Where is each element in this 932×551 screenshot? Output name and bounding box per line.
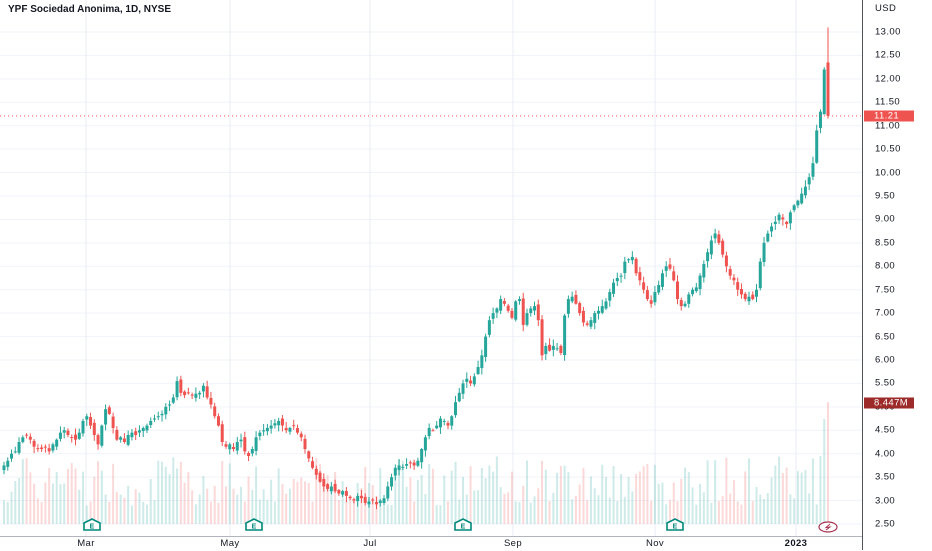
price-axis[interactable]: USD 13.00 12.50 12.00 11.50 11.00 10.50 10.00 9… — [862, 0, 932, 550]
price-tick: 8.50 — [875, 237, 896, 249]
svg-text:E: E — [90, 524, 95, 531]
price-tick: 7.50 — [875, 284, 896, 296]
symbol-title: YPF Sociedad Anonima, 1D, NYSE — [8, 4, 171, 15]
price-tick: 12.00 — [875, 73, 901, 85]
price-tick: 6.00 — [875, 354, 896, 366]
price-tick: 4.50 — [875, 424, 896, 436]
price-tick: 11.00 — [875, 120, 901, 132]
time-axis[interactable]: Mar May Jul Sep Nov 2023 — [0, 536, 862, 551]
earnings-marker[interactable]: E — [666, 518, 684, 531]
price-tick: 12.50 — [875, 49, 901, 61]
time-tick: Sep — [503, 538, 523, 549]
svg-text:E: E — [252, 524, 257, 531]
currency-label: USD — [875, 3, 897, 14]
time-tick: Nov — [645, 538, 665, 549]
price-tick: 13.00 — [875, 26, 901, 38]
price-tick: 9.50 — [875, 190, 896, 202]
last-price-badge: 11.21 — [864, 110, 914, 122]
price-tick: 8.00 — [875, 260, 896, 272]
price-tick: 3.50 — [875, 471, 896, 483]
dividend-marker[interactable] — [818, 521, 838, 533]
price-tick: 2.50 — [875, 518, 896, 530]
chart-legend[interactable]: YPF Sociedad Anonima, 1D, NYSE — [8, 4, 171, 15]
price-tick: 4.00 — [875, 448, 896, 460]
time-tick: May — [220, 538, 240, 549]
price-tick: 6.50 — [875, 331, 896, 343]
earnings-marker[interactable]: E — [245, 518, 263, 531]
price-tick: 10.50 — [875, 143, 901, 155]
price-tick: 9.00 — [875, 213, 896, 225]
earnings-marker[interactable]: E — [454, 518, 472, 531]
time-tick: Mar — [77, 538, 95, 549]
price-tick: 7.00 — [875, 307, 896, 319]
price-tick: 11.50 — [875, 96, 901, 108]
svg-text:E: E — [673, 524, 678, 531]
earnings-marker[interactable]: E — [83, 518, 101, 531]
svg-text:E: E — [461, 524, 466, 531]
price-tick: 5.50 — [875, 377, 896, 389]
volume-badge: 8.447M — [864, 397, 914, 409]
price-tick: 3.00 — [875, 495, 896, 507]
time-tick: 2023 — [784, 538, 808, 549]
time-tick: Jul — [363, 538, 377, 549]
price-tick: 10.00 — [875, 167, 901, 179]
chart-pane[interactable]: E E E E YPF Sociedad Anonima, 1D, NYSE — [0, 0, 862, 536]
